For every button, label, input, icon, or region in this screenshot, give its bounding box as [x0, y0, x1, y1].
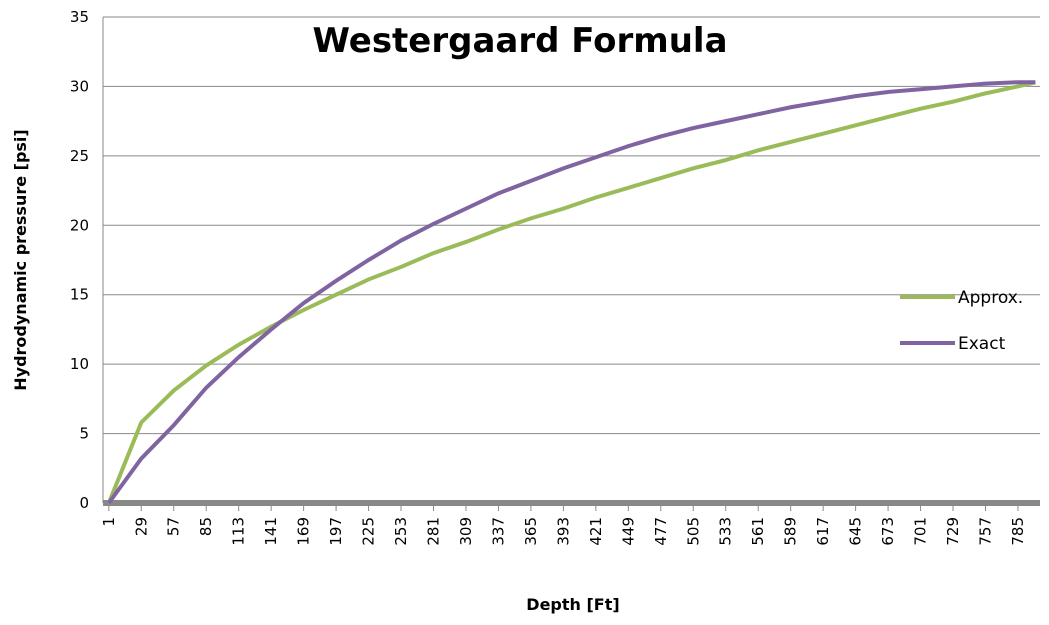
x-tick-label: 141 [262, 517, 280, 546]
x-tick-label: 1 [100, 517, 118, 527]
y-tick-label: 5 [79, 425, 89, 443]
y-tick-label: 15 [70, 286, 89, 304]
legend-label: Approx. [958, 288, 1023, 308]
y-tick-label: 10 [70, 355, 89, 373]
x-tick-label: 113 [230, 517, 248, 546]
y-tick-label: 35 [70, 8, 89, 26]
x-tick-label: 645 [847, 517, 865, 546]
x-tick-label: 589 [782, 517, 800, 546]
x-tick-label: 225 [360, 517, 378, 546]
x-tick-label: 421 [587, 517, 605, 546]
x-tick-label: 449 [619, 517, 637, 546]
chart-title: Westergaard Formula [312, 21, 727, 61]
y-axis-label: Hydrodynamic pressure [psi] [11, 129, 30, 390]
x-tick-label: 757 [976, 517, 994, 546]
x-tick-label: 365 [522, 517, 540, 546]
x-tick-label: 57 [165, 517, 183, 536]
series-line [106, 80, 1036, 504]
x-tick-label: 253 [392, 517, 410, 546]
x-tick-label: 29 [132, 517, 150, 536]
x-axis-label: Depth [Ft] [526, 595, 619, 614]
y-tick-label: 30 [70, 77, 89, 95]
x-tick-label: 561 [749, 517, 767, 546]
x-tick-label: 169 [295, 517, 313, 546]
y-tick-label: 25 [70, 147, 89, 165]
x-tick-label: 701 [912, 517, 930, 546]
x-tick-label: 197 [327, 517, 345, 546]
x-tick-label: 617 [814, 517, 832, 546]
x-tick-label: 393 [554, 517, 572, 546]
legend-label: Exact [958, 334, 1006, 354]
x-tick-label: 477 [652, 517, 670, 546]
y-tick-label: 0 [79, 494, 89, 512]
x-tick-label: 729 [944, 517, 962, 546]
y-tick-label: 20 [70, 216, 89, 234]
x-tick-label: 281 [425, 517, 443, 546]
x-tick-label: 505 [684, 517, 702, 546]
x-tick-label: 785 [1009, 517, 1027, 546]
x-tick-label: 337 [489, 517, 507, 546]
x-tick-label: 533 [717, 517, 735, 546]
series-line [107, 80, 1036, 505]
x-tick-label: 673 [879, 517, 897, 546]
x-tick-label: 85 [197, 517, 215, 536]
x-tick-label: 309 [457, 517, 475, 546]
